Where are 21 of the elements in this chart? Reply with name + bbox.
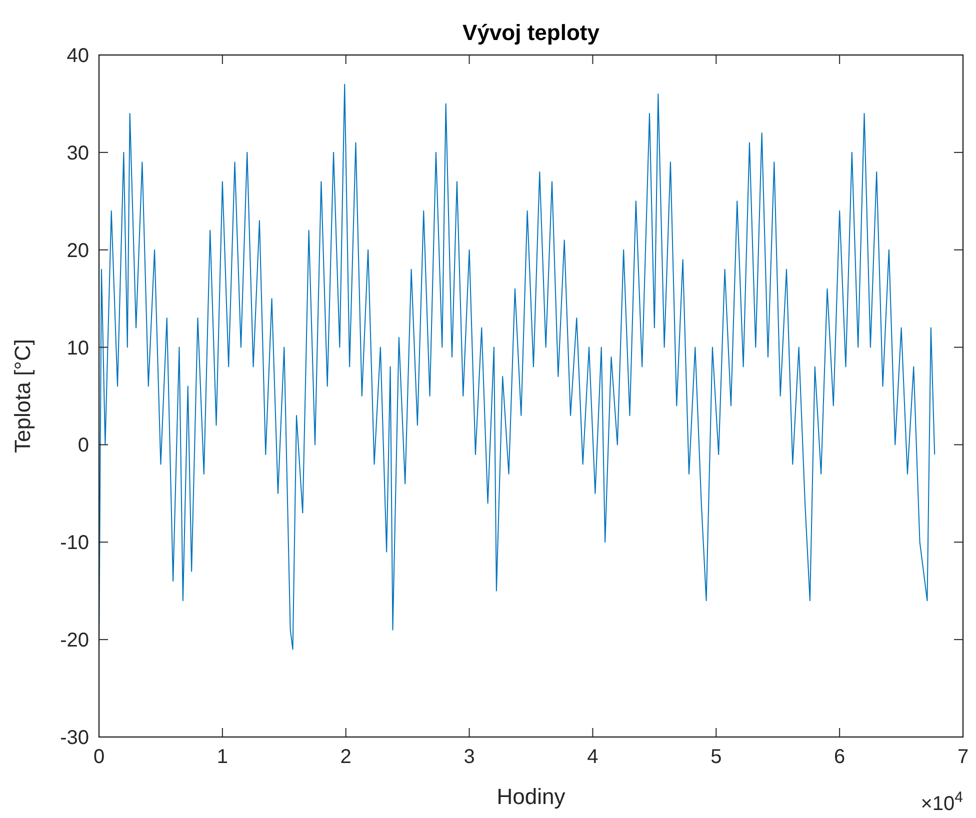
line-series (99, 84, 936, 650)
y-tick-label: 30 (66, 142, 89, 164)
y-tick-label: -20 (60, 630, 89, 652)
y-tick-label: 40 (66, 45, 89, 67)
x-tick-label: 7 (957, 746, 969, 768)
x-tick-label: 5 (710, 746, 722, 768)
y-tick-label: 10 (66, 337, 89, 360)
x-tick-label: 6 (834, 746, 846, 768)
x-tick-label: 0 (93, 746, 105, 768)
x-tick-label: 4 (587, 746, 598, 768)
x-tick-label: 2 (340, 746, 352, 768)
y-axis-title: Teplota [°C] (10, 339, 35, 453)
y-tick-label: -30 (60, 727, 89, 749)
y-tick-label: 20 (66, 240, 89, 262)
x-tick-label: 1 (216, 746, 228, 768)
y-tick-label: 0 (78, 434, 89, 457)
text: ×10$^{4}$ (920, 788, 963, 815)
chart-title: Vývoj teploty (462, 20, 600, 45)
y-tick-label: -10 (60, 532, 89, 554)
x-axis-title: Hodiny (496, 784, 566, 809)
x-tick-label: 3 (464, 746, 475, 768)
